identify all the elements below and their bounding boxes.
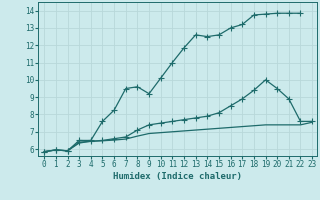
X-axis label: Humidex (Indice chaleur): Humidex (Indice chaleur) [113, 172, 242, 181]
